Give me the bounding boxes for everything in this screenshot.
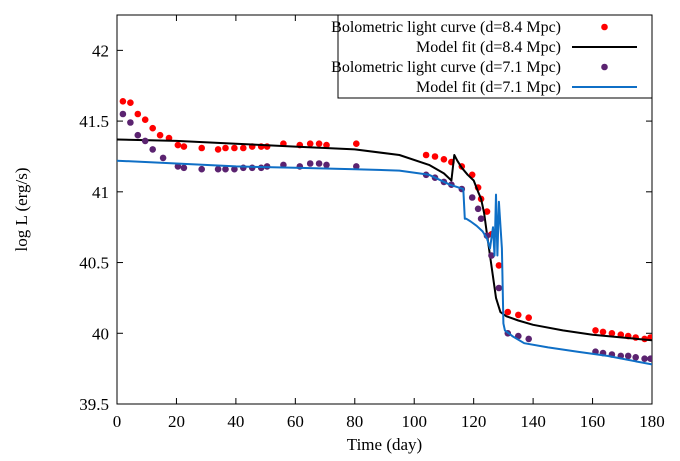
data-point bbox=[149, 146, 156, 153]
data-point bbox=[488, 252, 495, 259]
data-point bbox=[159, 154, 167, 162]
data-point bbox=[198, 144, 205, 152]
data-point bbox=[353, 140, 360, 147]
x-tick-label: 20 bbox=[168, 412, 185, 431]
x-tick-label: 0 bbox=[113, 412, 122, 431]
legend-label: Bolometric light curve (d=8.4 Mpc) bbox=[331, 19, 561, 36]
data-point bbox=[174, 141, 182, 149]
data-point bbox=[119, 98, 127, 105]
data-point bbox=[440, 156, 448, 163]
x-tick-label: 80 bbox=[346, 412, 363, 431]
y-tick-label: 39.5 bbox=[79, 395, 109, 414]
data-point bbox=[477, 215, 485, 222]
data-point bbox=[495, 284, 503, 292]
data-point bbox=[515, 311, 522, 319]
data-point bbox=[323, 161, 330, 169]
data-point bbox=[231, 165, 238, 173]
data-point bbox=[127, 119, 134, 126]
y-tick-label: 40 bbox=[92, 324, 109, 343]
x-tick-label: 40 bbox=[227, 412, 244, 431]
data-point bbox=[306, 140, 314, 147]
data-point bbox=[214, 146, 222, 153]
data-point bbox=[240, 144, 247, 152]
data-point bbox=[231, 144, 238, 152]
x-tick-label: 120 bbox=[461, 412, 487, 431]
legend-label: Model fit (d=8.4 Mpc) bbox=[416, 39, 561, 56]
data-point bbox=[431, 153, 439, 160]
data-point bbox=[198, 165, 205, 173]
data-point bbox=[323, 141, 330, 149]
data-point bbox=[180, 164, 188, 172]
data-point bbox=[353, 163, 360, 170]
data-point bbox=[134, 131, 142, 139]
y-tick-label: 41.5 bbox=[79, 112, 109, 131]
data-point bbox=[214, 165, 222, 173]
data-point bbox=[141, 116, 149, 123]
legend-label: Model fit (d=7.1 Mpc) bbox=[416, 79, 561, 96]
series-line bbox=[117, 138, 652, 342]
series-line bbox=[117, 159, 652, 366]
data-point bbox=[608, 330, 616, 337]
x-tick-label: 180 bbox=[639, 412, 665, 431]
data-point bbox=[315, 160, 323, 167]
y-tick-label: 41 bbox=[92, 183, 109, 202]
series-4 bbox=[117, 159, 652, 366]
x-tick-label: 140 bbox=[520, 412, 546, 431]
data-point bbox=[641, 355, 648, 363]
data-point bbox=[174, 163, 182, 170]
data-point bbox=[592, 327, 599, 334]
data-point bbox=[134, 110, 142, 118]
legend: Bolometric light curve (d=8.4 Mpc) Model … bbox=[331, 14, 653, 99]
y-tick-label: 40.5 bbox=[79, 254, 109, 273]
data-point bbox=[468, 194, 476, 201]
series-2 bbox=[117, 138, 652, 342]
data-point bbox=[495, 262, 503, 269]
data-point bbox=[156, 131, 164, 139]
x-tick-label: 160 bbox=[580, 412, 606, 431]
legend-point-sample bbox=[601, 63, 608, 71]
legend-label: Bolometric light curve (d=7.1 Mpc) bbox=[331, 59, 561, 76]
data-point bbox=[222, 144, 229, 152]
data-point bbox=[632, 354, 639, 361]
legend-point-sample bbox=[601, 23, 608, 31]
data-point bbox=[180, 143, 188, 150]
data-point bbox=[222, 165, 229, 173]
legend-box bbox=[337, 14, 653, 99]
data-point bbox=[119, 110, 127, 118]
data-point bbox=[483, 208, 491, 215]
series-layer bbox=[117, 98, 652, 366]
y-axis-title: log L (erg/s) bbox=[12, 167, 31, 251]
data-point bbox=[624, 352, 632, 360]
x-tick-label: 100 bbox=[401, 412, 427, 431]
x-tick-label: 60 bbox=[287, 412, 304, 431]
data-point bbox=[127, 99, 134, 106]
data-point bbox=[141, 137, 149, 145]
data-point bbox=[315, 140, 323, 147]
data-point bbox=[525, 314, 532, 322]
data-point bbox=[599, 328, 607, 336]
data-point bbox=[306, 160, 314, 167]
x-axis-title: Time (day) bbox=[347, 435, 422, 454]
data-point bbox=[647, 355, 652, 362]
data-point bbox=[422, 151, 430, 159]
data-point bbox=[525, 335, 532, 343]
data-point bbox=[149, 124, 156, 132]
data-point bbox=[240, 164, 247, 172]
data-point bbox=[474, 205, 482, 213]
series-1 bbox=[119, 98, 652, 343]
ticks: 0 20 40 60 80 100 120 140 160 180 39.5 40 40.5 41 41.5… bbox=[79, 15, 665, 431]
y-tick-label: 42 bbox=[92, 41, 109, 60]
data-point bbox=[504, 308, 512, 316]
